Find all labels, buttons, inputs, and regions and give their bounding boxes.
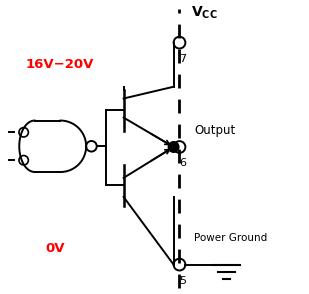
Text: 5: 5 — [179, 276, 186, 286]
Circle shape — [168, 142, 179, 152]
Text: Output: Output — [194, 124, 235, 137]
Text: 6: 6 — [179, 158, 186, 168]
Text: $\mathregular{V_{CC}}$: $\mathregular{V_{CC}}$ — [191, 5, 218, 21]
Text: Power Ground: Power Ground — [194, 233, 268, 243]
Text: 0V: 0V — [46, 242, 65, 255]
Text: 16V−20V: 16V−20V — [25, 58, 94, 71]
Text: 7: 7 — [179, 54, 186, 64]
